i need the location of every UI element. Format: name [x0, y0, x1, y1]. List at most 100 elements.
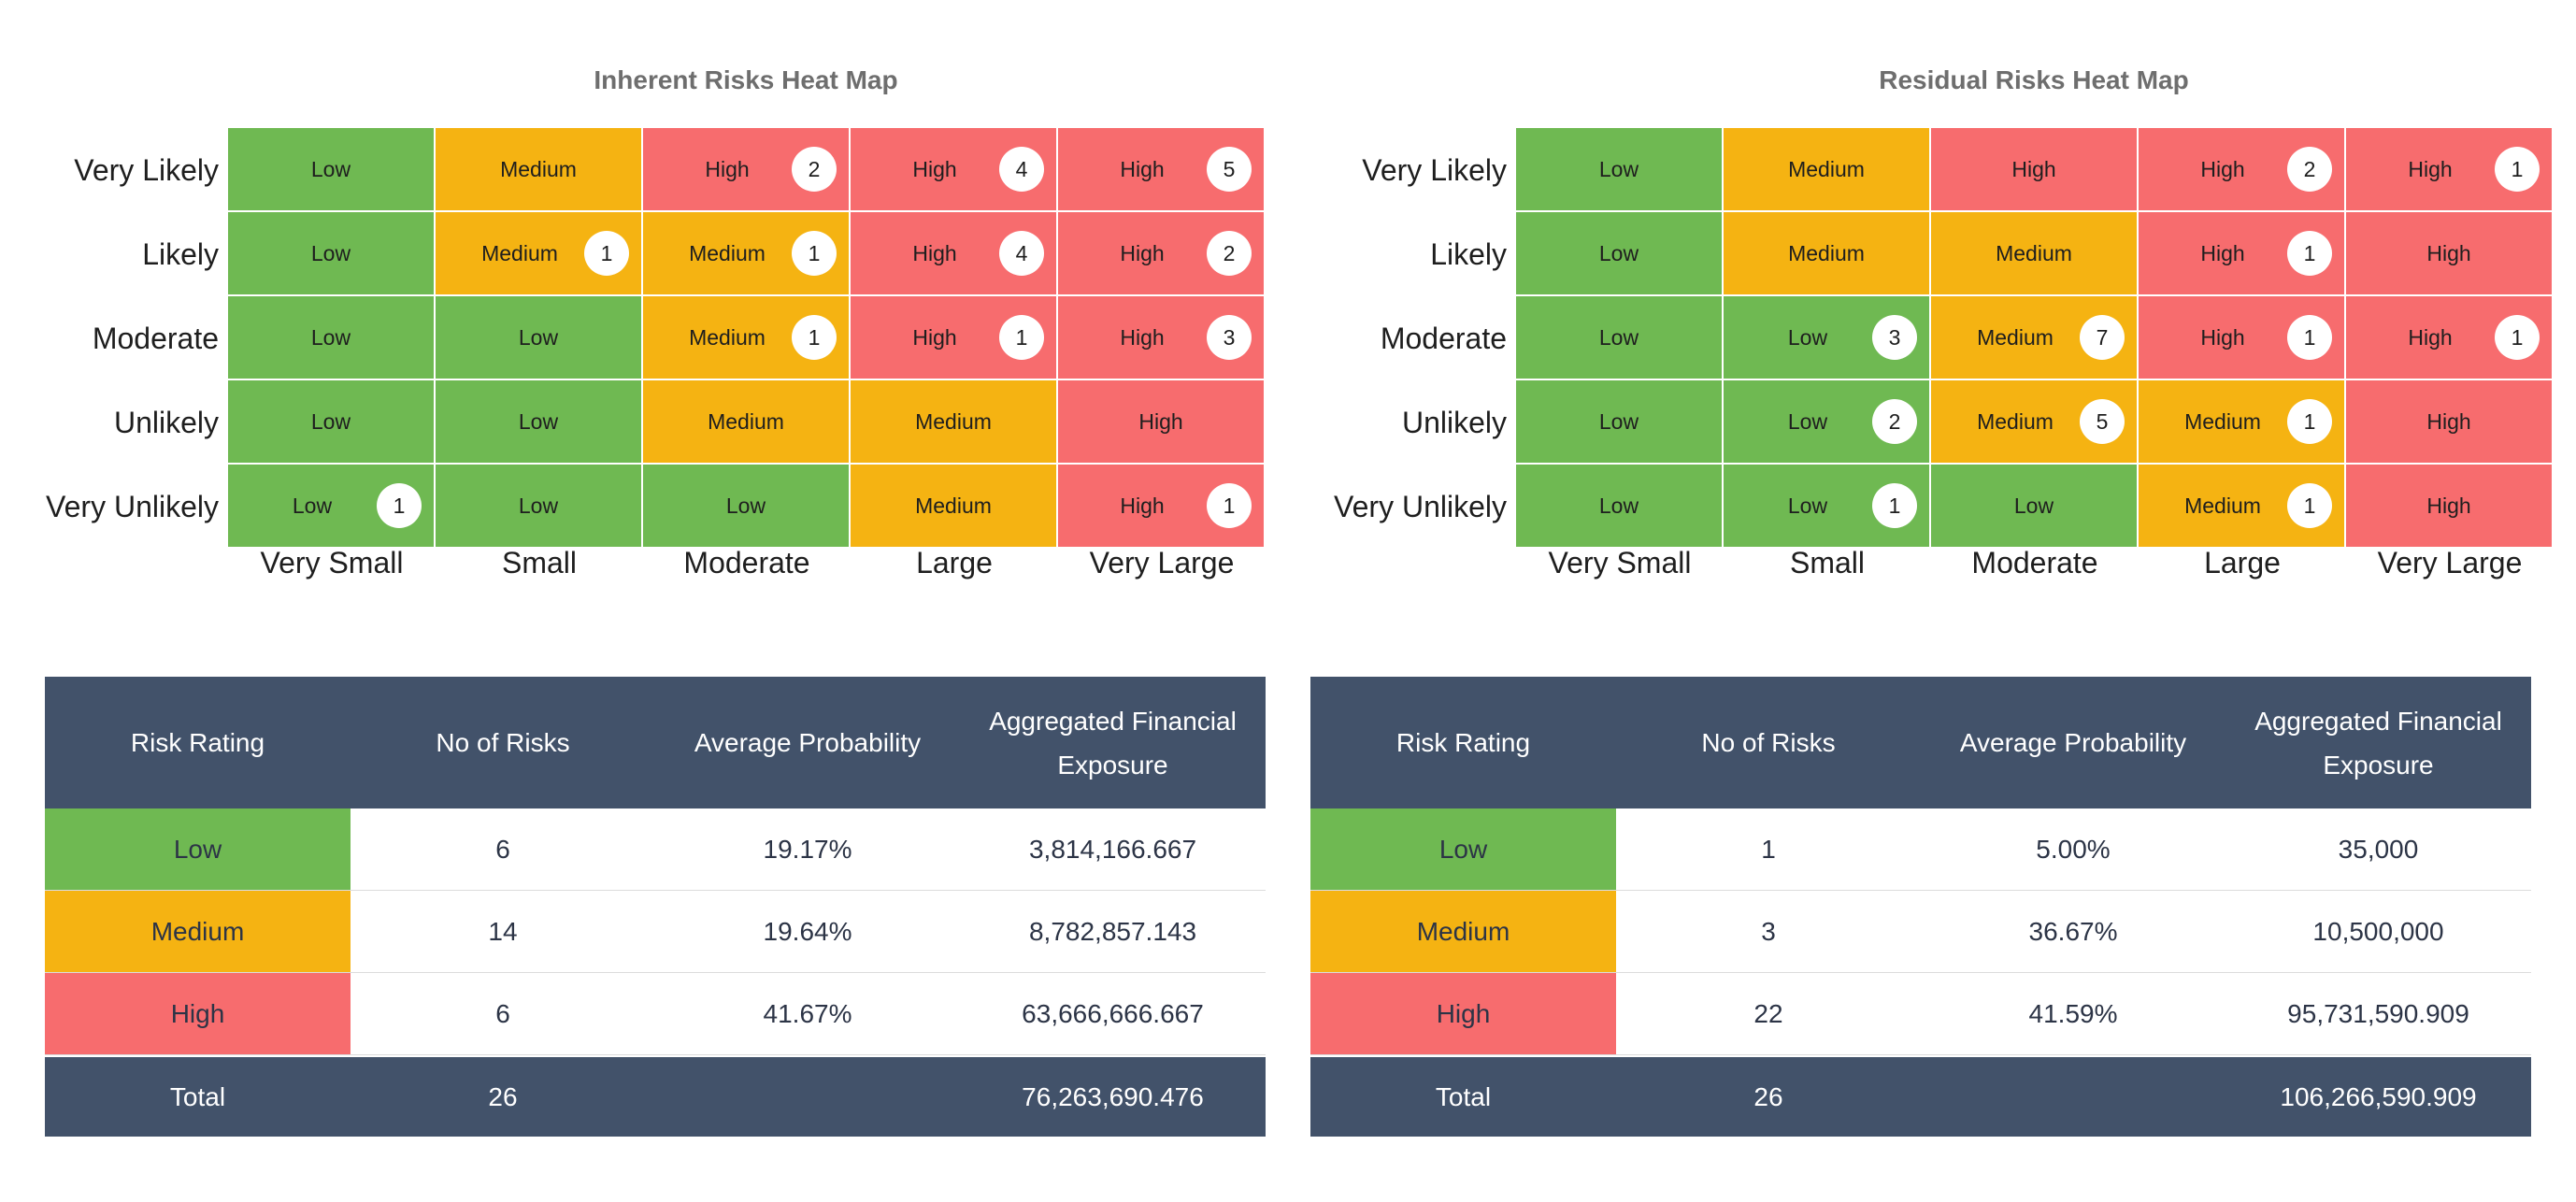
table-row: Medium 3 36.67% 10,500,000: [1310, 891, 2531, 973]
heatmap-cell: High 1: [851, 296, 1056, 379]
cell-rating-label: Medium: [2184, 493, 2261, 518]
y-axis-label: Likely: [142, 236, 219, 271]
table-row: High 22 41.59% 95,731,590.909: [1310, 973, 2531, 1055]
risk-count-badge: 3: [1872, 315, 1917, 360]
heatmap-cell: Medium 1: [2139, 465, 2344, 547]
table-total-row: Total 26 76,263,690.476: [45, 1057, 1266, 1137]
cell-rating-label: Low: [1598, 408, 1639, 434]
exposure-cell: 63,666,666.667: [1022, 998, 1204, 1028]
heatmap-cell: High: [2346, 212, 2552, 294]
heatmap-cell: High 2: [643, 128, 849, 210]
chart-title: Inherent Risks Heat Map: [594, 65, 898, 94]
heatmap-grid: Low Medium High High 2 High 1 Low Medium Medium Hi…: [1516, 128, 2552, 547]
cell-rating-label: Low: [518, 493, 559, 518]
cell-rating-label: Medium: [915, 408, 992, 434]
cell-rating-label: High: [2200, 324, 2245, 350]
cell-rating-label: Medium: [1977, 324, 2054, 350]
risk-count-badge: 2: [2287, 147, 2332, 192]
count-cell: 6: [495, 998, 510, 1028]
x-axis-label: Small: [501, 546, 577, 580]
avg-probability-cell: 19.64%: [763, 916, 852, 946]
header-no-of-risks: No of Risks: [1701, 728, 1836, 757]
y-axis-labels: Very Likely Likely Moderate Unlikely Very Un…: [1288, 128, 1507, 549]
risk-count-badge: 1: [1872, 483, 1917, 528]
heatmap-cell: Low: [436, 380, 641, 463]
x-axis-labels: Very Small Small Moderate Large Very Large: [228, 546, 1266, 580]
exposure-cell: 35,000: [2338, 834, 2419, 864]
cell-rating-label: High: [912, 240, 957, 265]
heatmap-cell: Low: [1516, 380, 1722, 463]
risk-count-badge: 1: [2287, 231, 2332, 276]
header-aggregated-exposure: Aggregated Financial Exposure: [989, 706, 1237, 780]
heatmap-cell: Low: [436, 465, 641, 547]
cell-rating-label: Medium: [481, 240, 558, 265]
count-cell: 22: [1753, 998, 1783, 1028]
cell-rating-label: High: [1120, 156, 1165, 181]
total-label: Total: [169, 1081, 226, 1111]
inherent-summary-table: Risk Rating No of Risks Average Probabil…: [45, 677, 1266, 1137]
risk-count-badge: 1: [792, 231, 837, 276]
risk-count-badge: 5: [1207, 147, 1252, 192]
risk-count-badge: 3: [1207, 315, 1252, 360]
avg-probability-cell: 41.59%: [2028, 998, 2118, 1028]
count-cell: 1: [1761, 834, 1776, 864]
heatmap-cell: High 1: [1058, 465, 1264, 547]
x-axis-label: Large: [916, 546, 993, 580]
heatmap-cell: Low: [1516, 128, 1722, 210]
x-axis-label: Small: [1789, 546, 1865, 580]
total-exposure: 106,266,590.909: [2280, 1081, 2477, 1111]
cell-rating-label: High: [1138, 408, 1183, 434]
heatmap-cell: Medium 1: [643, 212, 849, 294]
cell-rating-label: High: [1120, 493, 1165, 518]
y-axis-label: Moderate: [1380, 321, 1507, 355]
x-axis-label: Very Large: [2377, 546, 2523, 580]
heatmap-cell: Low 1: [1724, 465, 1929, 547]
heatmap-cell: High 1: [2139, 212, 2344, 294]
heatmap-cell: Medium: [851, 465, 1056, 547]
heatmap-cell: Low: [436, 296, 641, 379]
cell-rating-label: Low: [725, 493, 766, 518]
heatmap-grid: Low Medium High 2 High 4 High 5 Low Medium 1 Medium…: [228, 128, 1264, 547]
heatmap-cell: Low 3: [1724, 296, 1929, 379]
exposure-cell: 3,814,166.667: [1028, 834, 1197, 864]
heatmap-cell: Medium: [436, 128, 641, 210]
cell-rating-label: Low: [1598, 156, 1639, 181]
count-cell: 3: [1761, 916, 1776, 946]
cell-rating-label: Low: [310, 240, 351, 265]
cell-rating-label: High: [2200, 240, 2245, 265]
y-axis-label: Unlikely: [1401, 405, 1507, 439]
y-axis-label: Moderate: [92, 321, 219, 355]
risk-count-badge: 1: [1207, 483, 1252, 528]
heatmap-cell: Medium 5: [1931, 380, 2137, 463]
risk-count-badge: 1: [999, 315, 1044, 360]
cell-rating-label: High: [1120, 324, 1165, 350]
heatmap-cell: High 1: [2346, 128, 2552, 210]
risk-count-badge: 2: [1872, 399, 1917, 444]
exposure-cell: 95,731,590.909: [2287, 998, 2469, 1028]
cell-rating-label: Low: [310, 324, 351, 350]
risk-count-badge: 1: [377, 483, 422, 528]
chart-title: Residual Risks Heat Map: [1879, 65, 2189, 94]
total-count: 26: [1753, 1081, 1783, 1111]
cell-rating-label: High: [2426, 493, 2471, 518]
cell-rating-label: High: [2011, 156, 2056, 181]
avg-probability-cell: 41.67%: [763, 998, 852, 1028]
x-axis-label: Very Small: [260, 546, 404, 580]
heatmap-cell: High: [2346, 465, 2552, 547]
total-exposure: 76,263,690.476: [1022, 1081, 1204, 1111]
cell-rating-label: High: [2200, 156, 2245, 181]
table-row: Low 6 19.17% 3,814,166.667: [45, 808, 1266, 891]
rating-cell: Medium: [1310, 891, 1616, 972]
heatmap-cell: Low: [1516, 296, 1722, 379]
rating-cell: High: [45, 973, 351, 1054]
x-axis-label: Moderate: [683, 546, 810, 580]
cell-rating-label: High: [705, 156, 750, 181]
risk-count-badge: 1: [2495, 315, 2540, 360]
cell-rating-label: Low: [310, 408, 351, 434]
cell-rating-label: Medium: [1788, 156, 1865, 181]
residual-summary-table: Risk Rating No of Risks Average Probabil…: [1310, 677, 2531, 1137]
heatmap-cell: Medium: [1931, 212, 2137, 294]
residual-heatmap: Residual Risks Heat Map Very Likely Likel…: [1288, 0, 2576, 608]
heatmap-cell: Medium: [643, 380, 849, 463]
avg-probability-cell: 36.67%: [2028, 916, 2118, 946]
